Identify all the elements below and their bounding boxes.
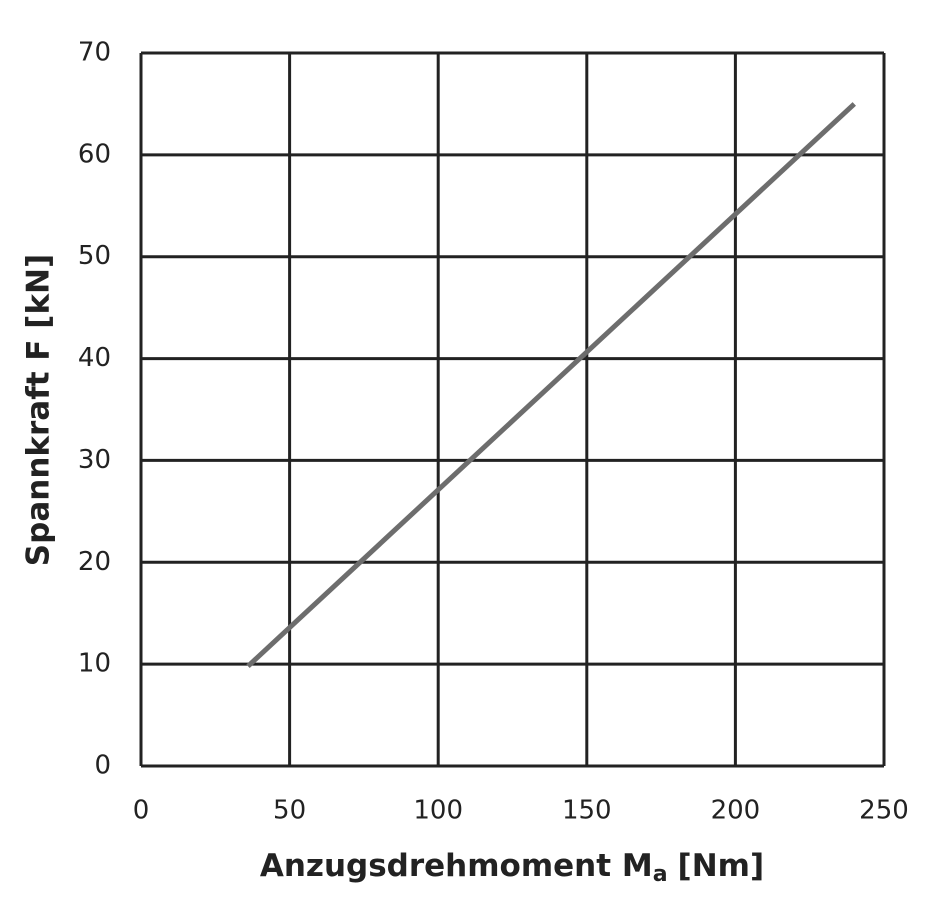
x-axis-label-subscript: a: [653, 862, 668, 887]
data-line: [246, 102, 856, 669]
y-tick-label: 30: [78, 445, 111, 475]
y-tick-label: 70: [78, 38, 111, 68]
x-axis-label-unit: [Nm]: [678, 848, 765, 884]
x-tick-label: 100: [413, 796, 463, 826]
x-axis-label: Anzugsdrehmoment Ma [Nm]: [260, 848, 764, 888]
y-tick-label: 60: [78, 139, 111, 169]
y-tick-label: 50: [78, 241, 111, 271]
y-tick-label: 10: [78, 649, 111, 679]
x-tick-label: 150: [562, 796, 612, 826]
y-tick-label: 40: [78, 343, 111, 373]
x-tick-label: 200: [711, 796, 761, 826]
x-tick-label: 50: [273, 796, 306, 826]
x-axis-label-main: Anzugsdrehmoment M: [260, 848, 653, 884]
x-tick-label: 250: [859, 796, 909, 826]
y-tick-label: 20: [78, 547, 111, 577]
y-tick-label: 0: [94, 751, 111, 781]
x-tick-label: 0: [133, 796, 150, 826]
y-axis-label: Spannkraft F [kN]: [21, 254, 57, 566]
